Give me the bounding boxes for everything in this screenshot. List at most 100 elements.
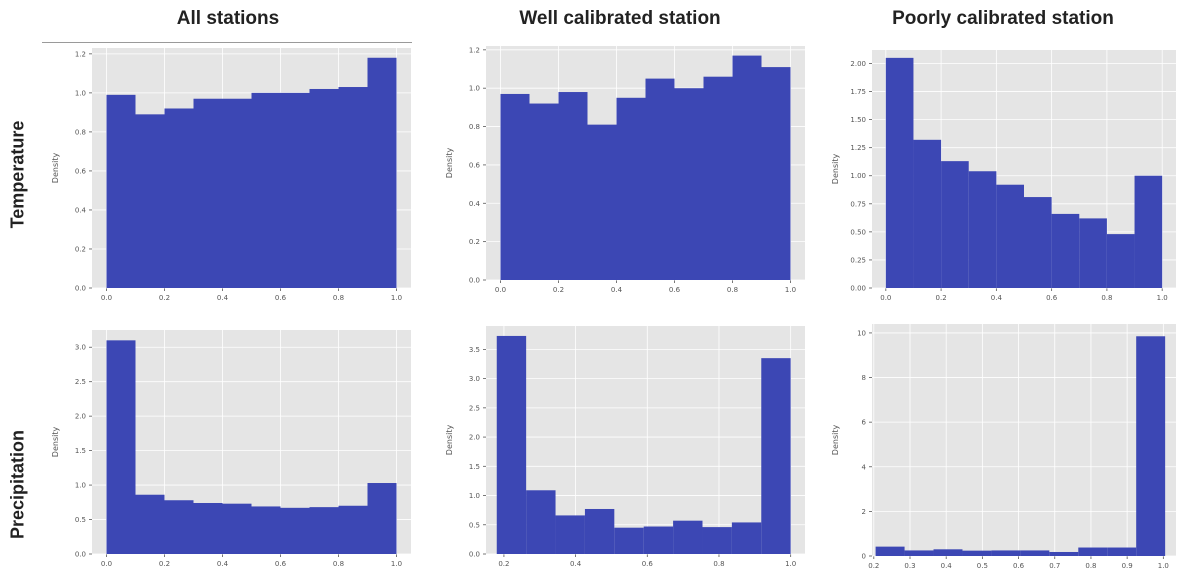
x-tick-label: 0.8: [713, 560, 724, 568]
row-label-temperature: Temperature: [7, 120, 28, 229]
histogram-bar: [280, 507, 310, 554]
histogram-bar: [222, 98, 252, 288]
x-tick-label: 0.4: [991, 294, 1003, 302]
y-tick-label: 0: [862, 553, 866, 561]
histogram-bar: [106, 340, 136, 554]
histogram-bar: [164, 108, 194, 288]
histogram-bar: [761, 358, 791, 554]
chart-precipitation-well-calibrated: 0.2 0.4 0.6 0.8 1.0 0.0 0.5 1.0 1.5 2.0 2.5 3.0 3.5 D…: [445, 326, 805, 568]
x-tick-label: 1.0: [391, 294, 402, 302]
x-tick-label: 0.0: [495, 286, 506, 294]
histogram-bar: [703, 76, 733, 280]
title-underline: [42, 42, 412, 43]
y-tick-label: 8: [862, 374, 866, 382]
y-tick-label: 0.8: [469, 123, 480, 131]
histogram-bar: [991, 550, 1021, 556]
y-axis-label: Density: [445, 148, 454, 179]
y-axis-label: Density: [51, 153, 60, 184]
x-tick-label: 0.4: [570, 560, 582, 568]
histogram-bar: [367, 57, 397, 288]
histogram-bar: [135, 494, 165, 554]
histogram-bar: [280, 92, 310, 288]
histogram-bar: [732, 55, 762, 280]
y-tick-label: 0.0: [75, 551, 86, 559]
histogram-bar: [962, 550, 992, 556]
chart-temperature-all-stations: 0.0 0.2 0.4 0.6 0.8 1.0 0.0 0.2 0.4 0.6 0.8 1.0 1.2 D…: [51, 48, 411, 302]
histogram-bar: [673, 520, 703, 554]
x-tick-label: 0.2: [159, 560, 170, 568]
histogram-bar: [702, 527, 732, 554]
histogram-bar: [526, 490, 556, 554]
histogram-bar: [1079, 218, 1107, 288]
histogram-bar: [309, 507, 339, 554]
x-tick-label: 0.6: [275, 560, 287, 568]
x-tick-label: 0.0: [101, 294, 112, 302]
histogram-bar: [496, 335, 527, 554]
histogram-bar: [643, 526, 674, 554]
y-tick-label: 0.2: [469, 238, 480, 246]
row-label-precipitation: Precipitation: [7, 429, 28, 540]
histogram-bar: [616, 97, 646, 280]
y-tick-label: 1.0: [75, 482, 86, 490]
x-tick-label: 1.0: [1158, 562, 1169, 570]
histogram-bar: [222, 503, 252, 554]
y-tick-label: 1.75: [850, 88, 866, 96]
x-tick-label: 0.6: [669, 286, 681, 294]
y-tick-label: 2.0: [75, 413, 86, 421]
y-tick-label: 1.0: [75, 89, 86, 97]
histogram-bar: [1020, 550, 1050, 556]
y-tick-label: 0.50: [850, 228, 866, 236]
x-tick-label: 0.0: [101, 560, 112, 568]
histogram-bar: [1049, 551, 1079, 556]
x-tick-label: 0.4: [611, 286, 623, 294]
y-tick-label: 3.0: [469, 375, 480, 383]
y-tick-label: 2: [862, 508, 866, 516]
y-tick-label: 6: [862, 419, 867, 427]
y-tick-label: 0.4: [75, 206, 87, 214]
histogram-bar: [875, 546, 905, 556]
histogram-bar: [913, 139, 942, 288]
y-tick-label: 2.00: [850, 60, 866, 68]
y-tick-label: 2.0: [469, 434, 480, 442]
x-tick-label: 1.0: [785, 286, 796, 294]
y-tick-label: 0.6: [469, 161, 481, 169]
x-tick-label: 0.2: [936, 294, 947, 302]
histogram-bar: [309, 88, 339, 288]
histogram-bar: [164, 500, 194, 554]
y-tick-label: 2.5: [75, 378, 86, 386]
y-tick-label: 1.0: [469, 85, 480, 93]
histogram-bar: [193, 98, 223, 288]
x-tick-label: 0.8: [1085, 562, 1096, 570]
y-tick-label: 0.0: [75, 285, 86, 293]
y-tick-label: 0.2: [75, 245, 86, 253]
y-tick-label: 0.4: [469, 200, 481, 208]
histogram-bar: [587, 124, 617, 280]
x-tick-label: 0.6: [275, 294, 287, 302]
histogram-bar: [251, 92, 281, 288]
y-tick-label: 1.5: [469, 463, 480, 471]
histogram-bar: [500, 93, 530, 280]
chart-temperature-poorly-calibrated: 0.0 0.2 0.4 0.6 0.8 1.0 0.00 0.25 0.50 0.75 1.00 1.…: [831, 50, 1176, 302]
histogram-bar: [1106, 234, 1135, 288]
col-title-all-stations: All stations: [176, 8, 280, 29]
y-tick-label: 0.8: [75, 128, 86, 136]
histogram-bar: [367, 483, 397, 554]
histogram-bar: [555, 515, 585, 554]
x-tick-label: 0.4: [217, 560, 229, 568]
col-title-well-calibrated: Well calibrated station: [519, 8, 721, 29]
histogram-bar: [885, 57, 914, 288]
histogram-bar: [338, 87, 368, 289]
y-tick-label: 1.5: [75, 447, 86, 455]
y-tick-label: 1.2: [469, 46, 480, 54]
histogram-bar: [674, 88, 704, 280]
chart-precipitation-all-stations: 0.0 0.2 0.4 0.6 0.8 1.0 0.0 0.5 1.0 1.5 2.0 2.5 3.0 D…: [51, 330, 411, 568]
col-title-poorly-calibrated: Poorly calibrated station: [892, 8, 1114, 29]
x-tick-label: 0.2: [868, 562, 879, 570]
x-tick-label: 0.8: [333, 294, 344, 302]
x-tick-label: 1.0: [1157, 294, 1168, 302]
x-tick-label: 0.4: [217, 294, 229, 302]
histogram-bar: [1134, 175, 1163, 288]
y-tick-label: 0.5: [469, 521, 480, 529]
x-tick-label: 0.8: [1101, 294, 1112, 302]
x-tick-label: 0.5: [977, 562, 988, 570]
